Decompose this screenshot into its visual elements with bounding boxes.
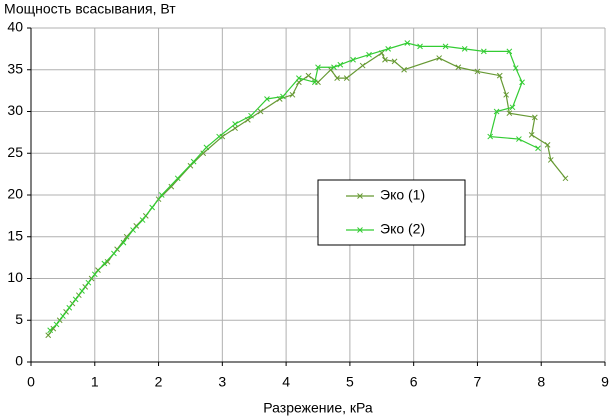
data-point [216,133,222,140]
data-point [248,112,254,119]
data-point [480,48,487,55]
data-point [528,132,535,138]
data-point [531,114,538,121]
data-point [359,62,366,69]
data-point [442,43,449,50]
data-point [149,204,156,211]
data-point [512,65,519,71]
data-point [168,183,175,190]
data-point [232,121,238,127]
data-point [436,55,443,61]
data-point [174,175,181,182]
x-tick-label: 5 [346,374,354,390]
legend-marker [357,227,363,233]
data-point [343,75,350,81]
data-point [130,227,136,233]
data-point [158,192,165,198]
data-point [66,304,73,311]
y-axis-title: Мощность всасывания, Вт [4,1,176,17]
data-point [257,108,264,115]
data-point [519,79,525,86]
legend-label: Эко (1) [380,187,425,203]
data-point [139,217,146,223]
y-tick-label: 10 [7,269,23,285]
data-point [562,175,569,182]
data-point [280,93,286,100]
y-tick-label: 25 [7,144,23,160]
legend-box [317,179,466,246]
data-point [516,136,522,142]
data-point [45,332,52,339]
data-point [123,233,130,240]
data-point [506,110,513,117]
data-point [190,158,197,165]
data-point [493,108,500,115]
data-point [350,56,356,63]
data-point [509,104,516,111]
y-tick-label: 30 [7,102,23,118]
data-point [47,327,53,334]
data-point [461,46,468,52]
data-point [455,64,462,71]
data-point [401,66,407,73]
data-point [417,43,423,50]
y-tick-label: 15 [7,227,23,243]
data-point [337,61,344,68]
data-point [296,75,302,81]
x-tick-label: 3 [218,374,226,390]
data-point [311,79,318,86]
data-point [91,271,98,278]
legend-marker [357,193,363,199]
data-point [535,145,541,152]
data-point [547,157,554,163]
x-tick-label: 1 [91,374,99,390]
data-point [104,258,111,265]
data-point [474,68,481,75]
y-tick-label: 35 [7,60,23,76]
data-point [72,296,79,303]
data-point [503,91,509,98]
data-point [79,288,85,294]
data-point [544,142,551,148]
data-point [506,48,513,55]
data-point [289,91,296,98]
data-point [334,75,340,81]
data-point [60,313,66,319]
data-point [366,51,372,58]
x-tick-label: 0 [27,374,35,390]
data-point [120,239,127,246]
legend-label: Эко (2) [380,221,425,237]
data-point [391,58,398,65]
x-tick-label: 8 [537,374,545,390]
data-point [404,40,411,46]
data-point [264,96,270,102]
data-point [232,125,238,132]
data-point [331,64,337,71]
data-point [53,321,60,328]
data-point [203,144,210,151]
data-point [85,279,92,286]
x-tick-label: 9 [601,374,609,390]
y-tick-label: 0 [15,353,23,369]
x-tick-label: 2 [155,374,163,390]
data-point [315,64,321,71]
y-tick-label: 5 [15,311,23,327]
data-point [111,250,117,257]
data-point [487,133,494,140]
data-point [382,56,388,63]
data-point [305,72,312,79]
x-tick-label: 6 [410,374,418,390]
data-point [385,46,392,52]
x-tick-label: 4 [282,374,290,390]
data-point [496,72,503,79]
x-tick-label: 7 [474,374,482,390]
data-point [50,325,57,332]
y-tick-label: 40 [7,19,23,35]
data-point [200,150,207,157]
y-tick-label: 20 [7,186,23,202]
x-axis-title: Разрежение, кРа [263,400,373,416]
data-point [101,260,108,267]
